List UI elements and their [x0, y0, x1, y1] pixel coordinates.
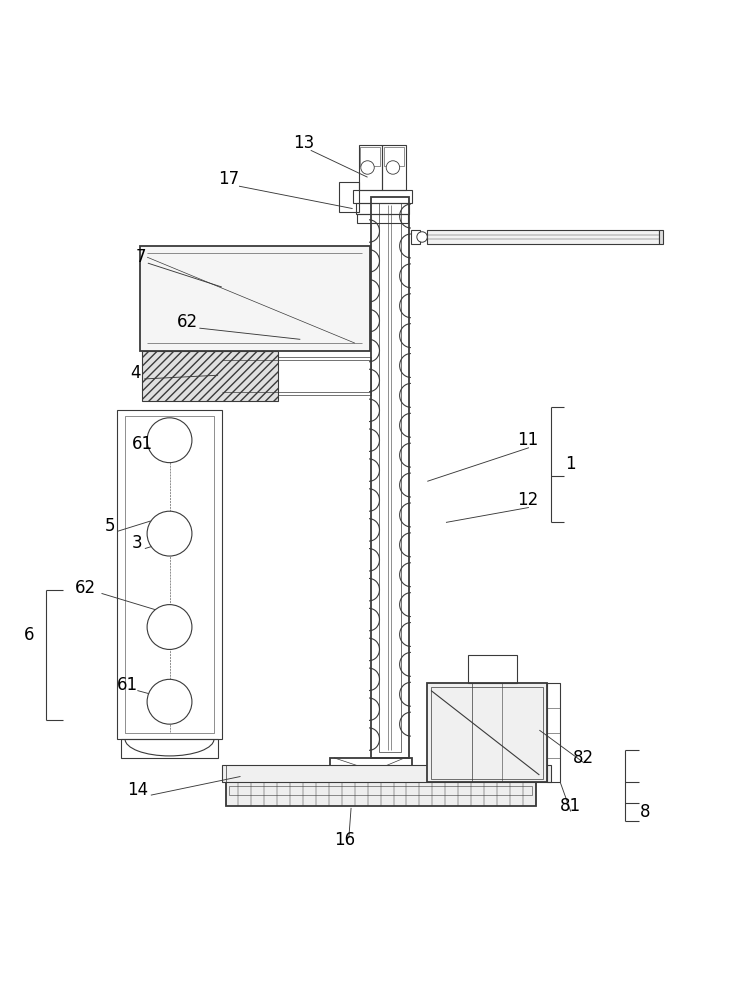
Bar [230, 786, 532, 795]
Bar [382, 145, 406, 190]
Bar [372, 788, 381, 797]
Text: 6: 6 [24, 626, 34, 644]
Text: 61: 61 [132, 435, 153, 453]
Text: 82: 82 [573, 749, 594, 767]
Bar [382, 788, 390, 797]
Text: 1: 1 [566, 455, 576, 473]
Circle shape [386, 161, 400, 174]
Text: 8: 8 [640, 803, 651, 821]
Bar [358, 145, 382, 190]
Circle shape [147, 511, 192, 556]
Text: 62: 62 [177, 313, 198, 331]
Bar [547, 683, 560, 782]
Bar [121, 739, 218, 758]
Bar [226, 782, 536, 806]
Circle shape [147, 679, 192, 724]
Text: 13: 13 [292, 134, 314, 152]
Bar [330, 758, 412, 776]
Bar [140, 246, 370, 351]
Bar [346, 788, 355, 797]
Bar [360, 147, 380, 166]
Text: 14: 14 [127, 781, 148, 799]
Bar [379, 203, 401, 752]
Text: 17: 17 [218, 170, 239, 188]
Circle shape [147, 418, 192, 463]
Bar [371, 197, 409, 758]
Text: 7: 7 [136, 248, 146, 266]
Bar [124, 416, 214, 733]
Bar [345, 776, 405, 788]
Bar [142, 351, 278, 401]
Text: 62: 62 [74, 579, 96, 597]
Bar [431, 687, 543, 779]
Bar [339, 182, 358, 212]
Bar [357, 214, 408, 223]
Text: 11: 11 [517, 431, 538, 449]
Text: 3: 3 [132, 534, 142, 552]
Bar [411, 230, 420, 244]
Bar [427, 683, 547, 782]
Bar [117, 410, 222, 739]
Circle shape [147, 605, 192, 649]
Text: 5: 5 [104, 517, 115, 535]
Bar [352, 190, 413, 203]
Bar [384, 147, 404, 166]
Text: 81: 81 [560, 797, 581, 815]
Text: 61: 61 [117, 676, 138, 694]
Text: 16: 16 [334, 831, 355, 849]
Bar [356, 203, 410, 214]
Text: 4: 4 [130, 364, 141, 382]
Circle shape [361, 161, 374, 174]
Bar [659, 230, 664, 244]
Bar [222, 765, 550, 782]
Text: 12: 12 [517, 491, 538, 509]
Bar [469, 655, 517, 683]
Bar [427, 230, 659, 244]
Bar [278, 357, 371, 395]
Circle shape [417, 232, 428, 242]
